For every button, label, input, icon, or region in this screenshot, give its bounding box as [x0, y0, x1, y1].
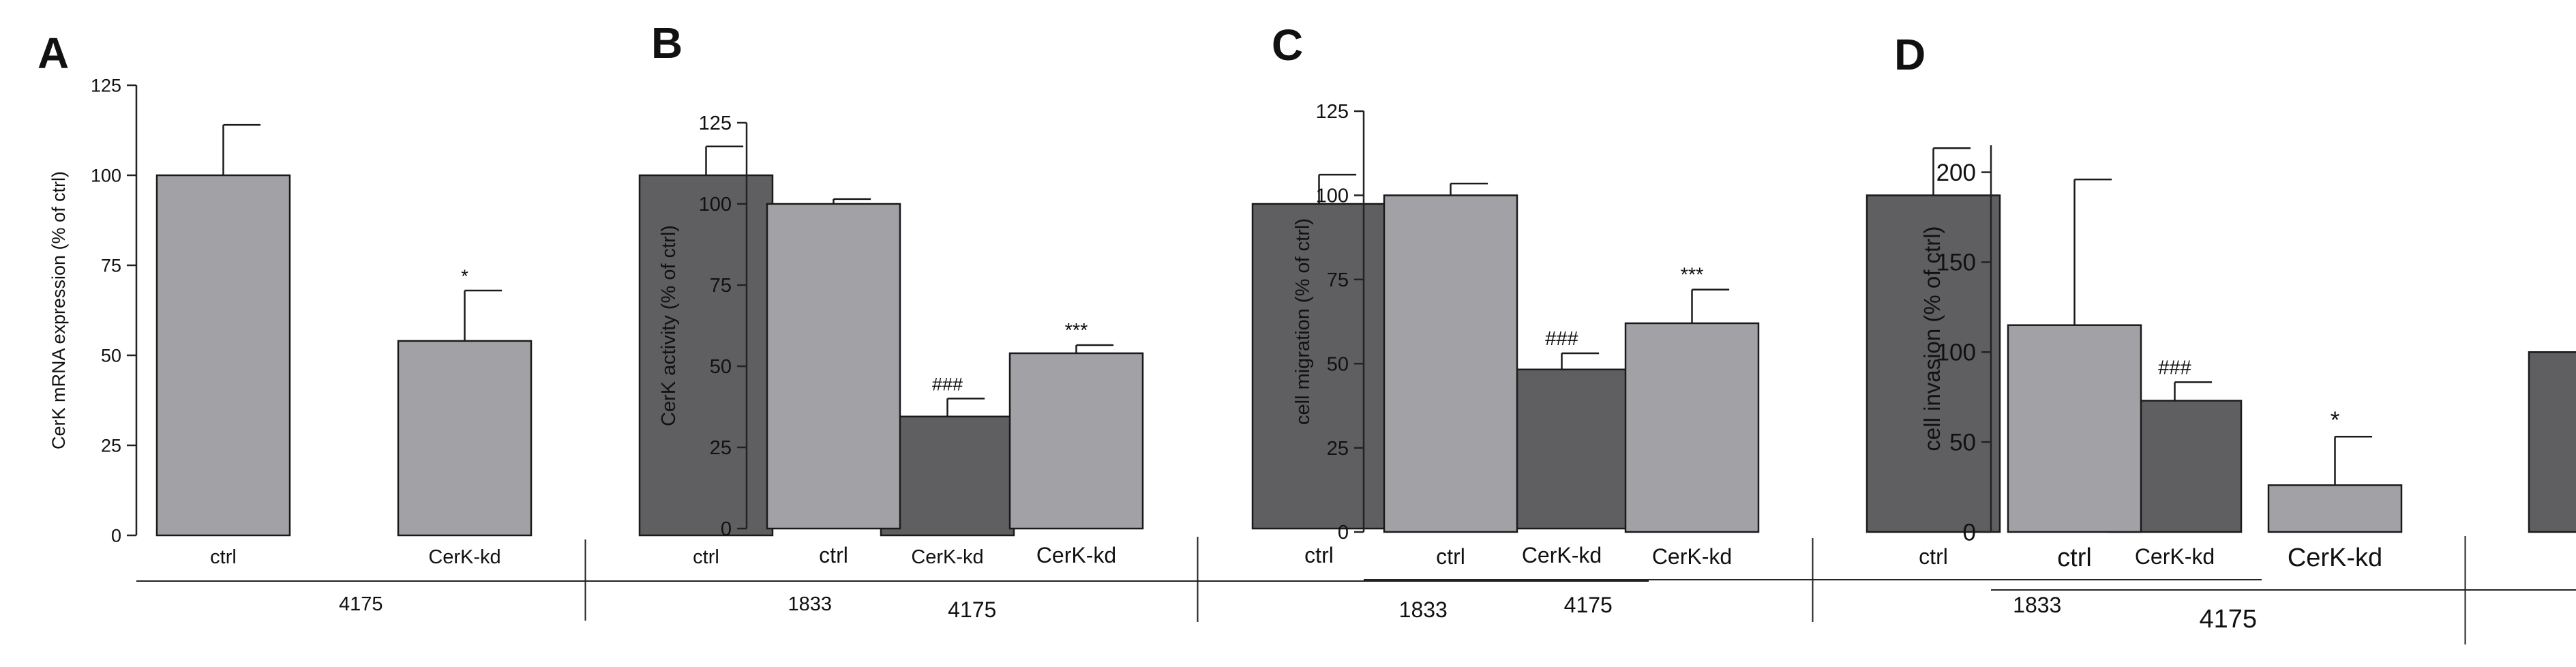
y-axis-label: CerK mRNA expression (% of ctrl) — [48, 171, 69, 449]
y-tick-label: 25 — [710, 437, 732, 459]
significance-label: * — [2331, 407, 2340, 434]
category-label: ctrl — [1436, 544, 1465, 569]
panel-letter: B — [651, 18, 683, 68]
y-tick-label: 25 — [101, 435, 121, 456]
category-label: ctrl — [693, 546, 719, 568]
y-tick-label: 50 — [1327, 353, 1349, 375]
y-tick-label: 100 — [699, 194, 732, 216]
y-axis-label: cell invasion (% of ctrl) — [1919, 226, 1945, 451]
category-label: CerK-kd — [911, 546, 983, 568]
bar — [2267, 484, 2403, 533]
category-label: ctrl — [1304, 543, 1334, 567]
bar — [1008, 352, 1144, 530]
category-label: CerK-kd — [1522, 543, 1602, 567]
chart-panel-a: A 0 25 50 75 100 125 CerK mRNA expression (% of… — [38, 29, 1034, 621]
significance-label: ### — [932, 374, 963, 394]
group-label: 1833 — [2013, 593, 2061, 617]
category-label: CerK-kd — [2288, 544, 2382, 572]
chart-panel-d: D 0 50 100 150 200 cell invasion (% of ctrl) ct… — [1894, 30, 2576, 644]
bar — [880, 415, 1015, 537]
y-tick-label: 0 — [111, 525, 121, 546]
y-tick-label: 0 — [1963, 519, 1976, 546]
category-label: ctrl — [210, 546, 237, 568]
bar — [766, 203, 901, 530]
group-label: 4175 — [339, 593, 383, 615]
group-label: 4175 — [1564, 593, 1613, 617]
category-label: CerK-kd — [2135, 544, 2215, 569]
y-tick-label: 125 — [91, 75, 121, 95]
y-axis-label: CerK activity (% of ctrl) — [658, 225, 680, 426]
y-tick-label: 125 — [1316, 101, 1349, 123]
significance-label: *** — [1681, 265, 1704, 286]
y-tick-label: 50 — [710, 356, 732, 378]
y-tick-label: 200 — [1936, 160, 1976, 186]
bar — [1383, 194, 1518, 533]
bar — [2007, 324, 2142, 533]
significance-label: *** — [1065, 320, 1088, 342]
y-tick-label: 0 — [1338, 522, 1349, 544]
category-label: CerK-kd — [428, 546, 500, 568]
category-label: CerK-kd — [1036, 543, 1116, 567]
bar — [2528, 351, 2576, 533]
bar — [1866, 194, 2001, 533]
category-label: Ctrl — [2575, 544, 2576, 572]
y-tick-label: 150 — [1936, 250, 1976, 276]
bar — [638, 174, 774, 537]
y-tick-label: 50 — [1949, 429, 1976, 456]
panel-letter: C — [1272, 20, 1303, 70]
group-label: 4175 — [948, 597, 996, 622]
significance-label: ### — [2158, 357, 2191, 379]
group-label: 1833 — [1399, 597, 1448, 622]
category-label: CerK-kd — [1652, 544, 1732, 569]
category-label: ctrl — [1919, 544, 1948, 569]
group-label: 4175 — [2199, 605, 2257, 634]
y-tick-label: 100 — [91, 165, 121, 186]
y-tick-label: 125 — [699, 113, 732, 134]
y-tick-label: 50 — [101, 345, 121, 366]
significance-label: * — [461, 266, 468, 286]
y-tick-label: 100 — [1936, 340, 1976, 366]
y-tick-label: 75 — [1327, 269, 1349, 291]
group-label: 1833 — [788, 593, 832, 615]
y-tick-label: 100 — [1316, 186, 1349, 207]
y-tick-label: 0 — [721, 518, 732, 540]
bar — [1251, 203, 1387, 530]
category-label: ctrl — [819, 543, 848, 567]
y-axis-label: cell migration (% of ctrl) — [1292, 218, 1314, 425]
bar — [397, 340, 533, 537]
category-label: ctrl — [2057, 544, 2092, 572]
bar — [155, 174, 291, 537]
significance-label: ### — [1545, 328, 1578, 350]
y-tick-label: 75 — [101, 255, 121, 276]
panel-letter: A — [38, 29, 69, 78]
panel-letter: D — [1894, 30, 1926, 79]
bar — [1624, 322, 1760, 533]
y-tick-label: 25 — [1327, 438, 1349, 460]
y-tick-label: 75 — [710, 275, 732, 297]
